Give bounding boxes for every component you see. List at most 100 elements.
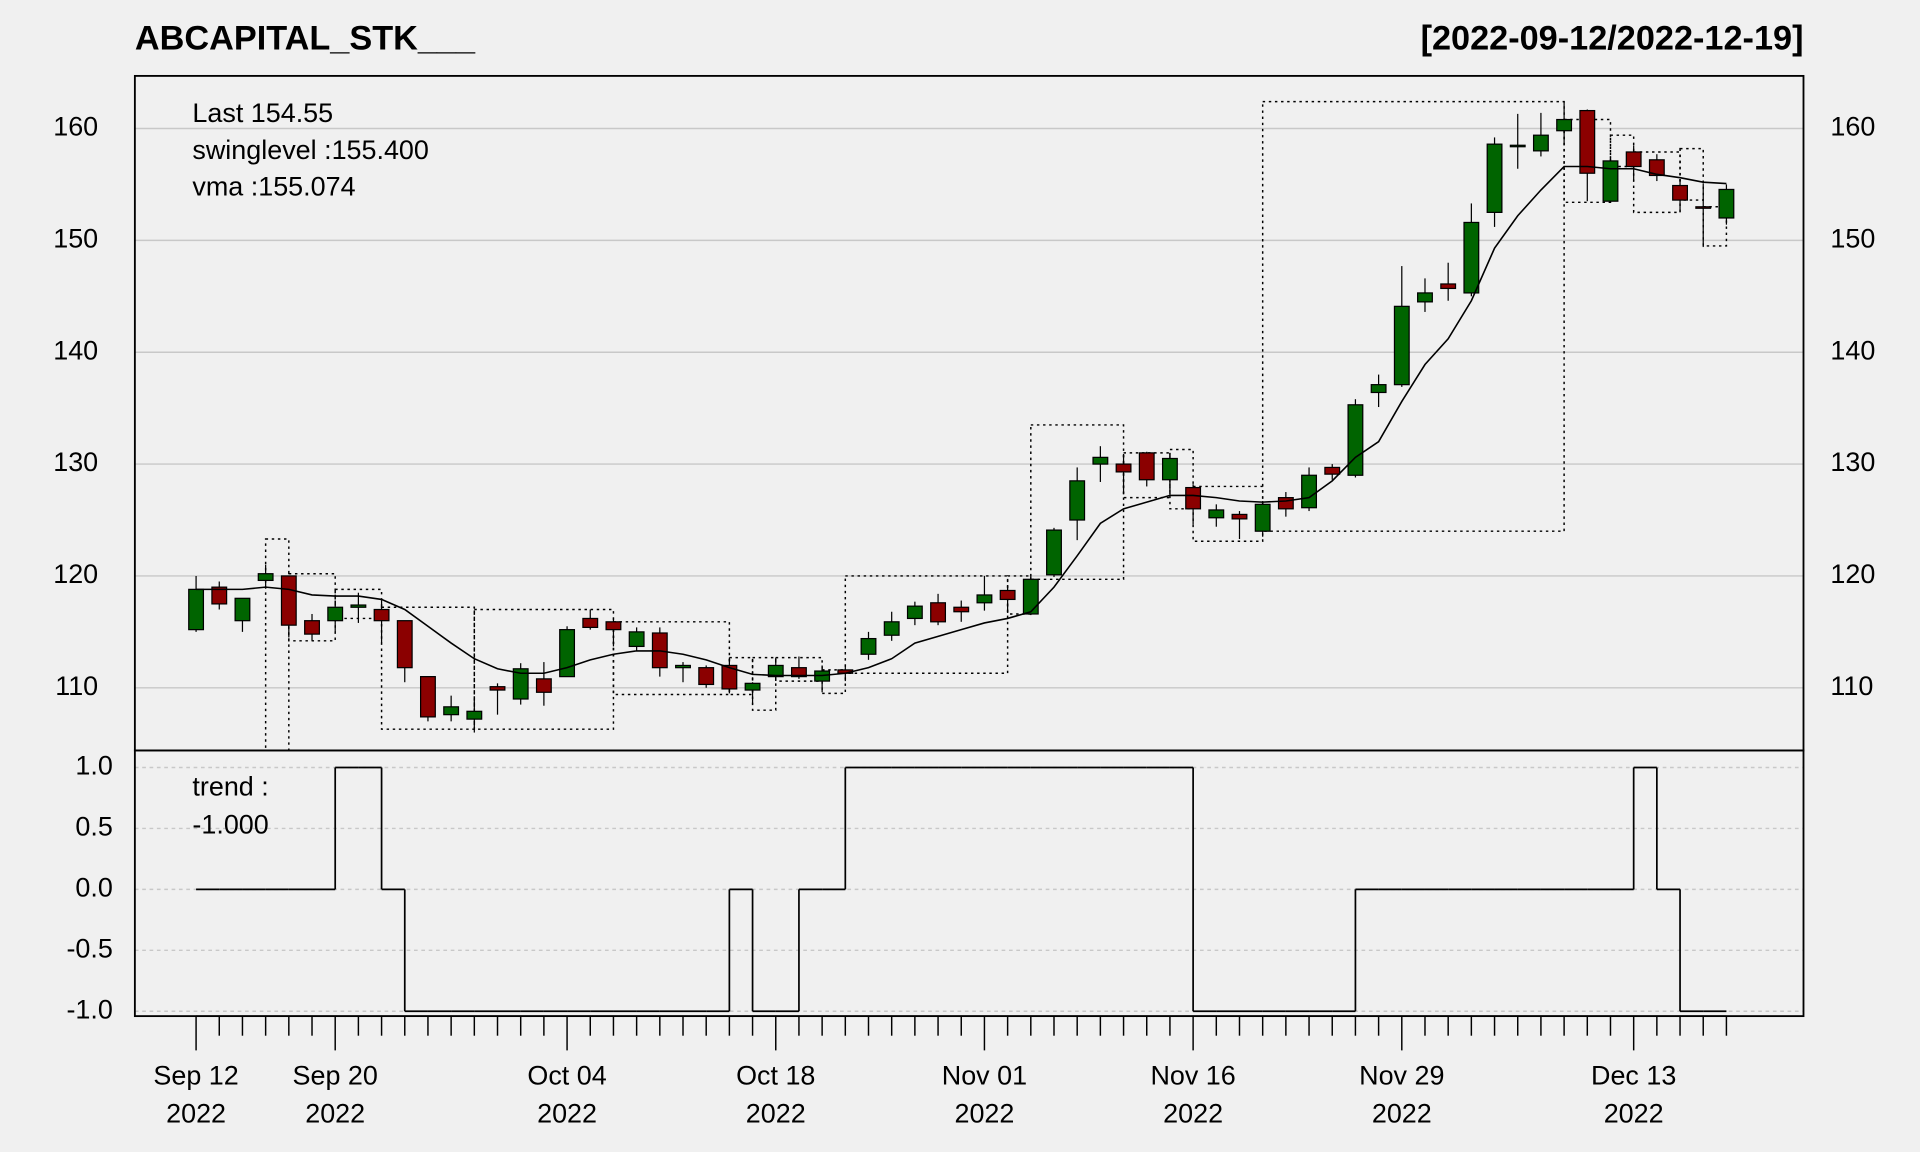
candle-body: [443, 706, 460, 716]
candle-body: [1417, 292, 1433, 303]
candle-body: [1161, 457, 1178, 481]
candle-body: [953, 606, 970, 613]
candle-body: [489, 686, 506, 691]
y-tick-label: 130: [53, 447, 98, 477]
x-tick-label: Nov 01: [942, 1060, 1027, 1090]
candle-body: [721, 664, 738, 690]
candle-body: [1602, 160, 1619, 202]
candle-body: [1532, 134, 1549, 152]
candle-body: [512, 668, 529, 700]
candle-body: [1092, 456, 1109, 465]
x-tick-label: Oct 04: [527, 1060, 606, 1090]
swing-box: [1632, 151, 1681, 214]
candle-body: [1301, 474, 1318, 509]
candle-body: [1370, 384, 1387, 394]
candle-body: [466, 710, 483, 720]
swing-box: [844, 575, 1009, 674]
legend-annotation: Last 154.55: [192, 98, 333, 128]
candle-body: [257, 573, 274, 582]
candle-body: [1324, 466, 1341, 475]
trend-tick-label: 0.0: [75, 872, 112, 902]
x-tick-label: Nov 16: [1150, 1060, 1235, 1090]
y-tick-label: 150: [53, 223, 98, 253]
trend-frame: [133, 749, 1805, 1018]
x-tick-label: 2022: [746, 1098, 806, 1128]
candle-body: [396, 620, 413, 669]
candle-body: [350, 604, 367, 608]
candle-body: [1579, 109, 1596, 174]
y-tick-label-right: 130: [1830, 447, 1875, 477]
x-tick-label: Oct 18: [736, 1060, 815, 1090]
candle-body: [1277, 497, 1294, 510]
candle-body: [582, 617, 599, 629]
swing-box: [751, 656, 777, 711]
candle-body: [790, 667, 807, 678]
trend-tick-label: 1.0: [75, 751, 112, 781]
candle-body: [304, 620, 320, 635]
candle-body: [1625, 151, 1642, 168]
candle-body: [698, 667, 715, 686]
x-tick-label: 2022: [537, 1098, 597, 1128]
x-tick-label: 2022: [1372, 1098, 1432, 1128]
x-tick-label: 2022: [954, 1098, 1014, 1128]
x-tick-label: Sep 20: [293, 1060, 378, 1090]
candle-body: [1718, 188, 1735, 219]
candle-body: [1254, 503, 1271, 532]
y-tick-label-right: 140: [1830, 335, 1875, 365]
candle-body: [605, 621, 622, 631]
legend-annotation: vma :155.074: [192, 172, 355, 202]
x-tick-label: 2022: [305, 1098, 365, 1128]
candle-body: [559, 629, 576, 678]
y-tick-label-right: 160: [1830, 112, 1875, 142]
candle-body: [1022, 578, 1039, 615]
candle-body: [1347, 404, 1364, 476]
x-tick-label: 2022: [166, 1098, 226, 1128]
candle-body: [1648, 159, 1665, 177]
candle-body: [883, 621, 900, 636]
candle-body: [211, 586, 228, 605]
trend-label: -1.000: [192, 809, 268, 839]
candle-body: [1463, 221, 1480, 294]
candle-body: [1393, 305, 1410, 386]
candle-body: [1672, 184, 1689, 201]
candle-body: [373, 608, 390, 622]
candle-body: [1208, 509, 1225, 519]
candle-body: [234, 597, 251, 622]
vma-line: [196, 165, 1727, 677]
candle-body: [860, 637, 877, 655]
legend-annotation: swinglevel :155.400: [192, 135, 428, 165]
candle-body: [419, 676, 436, 718]
y-tick-label: 160: [53, 112, 98, 142]
candle-body: [628, 631, 645, 648]
y-tick-label-right: 120: [1830, 559, 1875, 589]
trend-label: trend :: [192, 772, 268, 802]
trend-tick-label: -1.0: [66, 994, 112, 1024]
trend-panel: [134, 766, 1804, 1013]
candle-body: [999, 589, 1016, 601]
candle-body: [675, 664, 691, 669]
swing-box: [473, 608, 615, 730]
x-tick-label: 2022: [1604, 1098, 1664, 1128]
candle-body: [327, 606, 344, 622]
swing-box: [1679, 147, 1704, 201]
candle-body: [767, 664, 784, 678]
candle-body: [1138, 452, 1155, 481]
candle-body: [1046, 529, 1062, 576]
y-tick-label-right: 110: [1830, 671, 1873, 701]
y-tick-label: 140: [53, 335, 98, 365]
swing-box: [1261, 100, 1565, 532]
y-tick-label-right: 150: [1830, 223, 1875, 253]
candle-body: [1069, 480, 1086, 521]
candle-body: [1440, 283, 1457, 290]
swing-box: [775, 656, 823, 682]
candle-body: [976, 594, 993, 604]
candle-body: [1486, 143, 1503, 213]
candle-body: [1509, 144, 1526, 148]
candle-body: [1231, 513, 1248, 520]
candle-body: [906, 605, 923, 620]
candle-body: [1695, 206, 1712, 209]
trend-tick-label: -0.5: [66, 933, 112, 963]
candle-body: [744, 682, 761, 691]
candle-body: [1115, 463, 1132, 473]
